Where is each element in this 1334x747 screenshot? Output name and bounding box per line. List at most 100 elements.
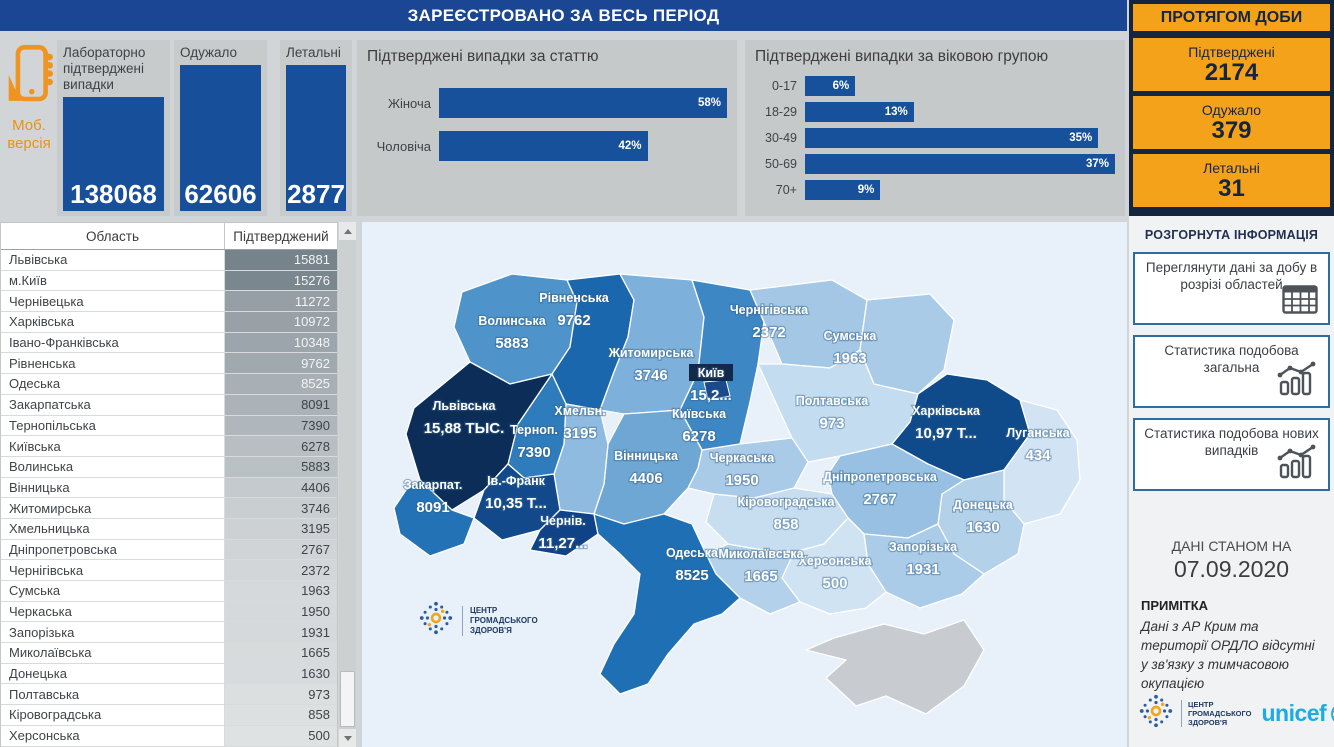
map-region[interactable]: Закарпат. xyxy=(393,479,475,557)
table-cell-region: Сумська xyxy=(1,581,225,601)
table-cell-value: 8525 xyxy=(225,374,337,394)
daily-deaths-value: 31 xyxy=(1218,174,1245,202)
table-cell-region: Херсонська xyxy=(1,725,225,746)
table-row[interactable]: Донецька 1630 xyxy=(1,663,337,685)
chart-icon xyxy=(1276,444,1318,484)
gender-row: Жіноча 58% xyxy=(367,88,727,118)
age-bar[interactable]: 6% xyxy=(805,76,856,96)
table-cell-region: Харківська xyxy=(1,312,225,332)
table-row[interactable]: Сумська 1963 xyxy=(1,581,337,602)
map-region-name: Полтавська xyxy=(796,394,870,408)
map-region-name: Львівська xyxy=(433,399,497,413)
age-label: 70+ xyxy=(775,183,797,197)
daily-deaths-label: Летальні xyxy=(1203,159,1260,176)
total-recovered-bar[interactable]: 62606 xyxy=(180,65,261,211)
total-deaths-value: 2877 xyxy=(287,179,345,209)
chart-icon xyxy=(1276,361,1318,401)
table-row[interactable]: Хмельницька 3195 xyxy=(1,518,337,540)
daily-statistics-new-cases-button[interactable]: Статистика подобова нових випадків xyxy=(1133,418,1330,491)
map-region-name: Вінницька xyxy=(614,449,679,463)
age-bar[interactable]: 13% xyxy=(805,102,914,122)
table-row[interactable]: Запорізька 1931 xyxy=(1,622,337,644)
table-row[interactable]: Закарпатська 8091 xyxy=(1,394,337,416)
daily-confirmed-label: Підтверджені xyxy=(1188,43,1275,60)
regions-table-body: Львівська 15881 м.Київ 15276 Чернівецька… xyxy=(1,250,337,747)
age-value: 9% xyxy=(857,184,875,196)
age-label: 30-49 xyxy=(765,131,797,145)
total-deaths-bar[interactable]: 2877 xyxy=(286,65,346,211)
daily-panel: ПРОТЯГОМ ДОБИ Підтверджені 2174 Одужало … xyxy=(1129,0,1334,216)
table-icon xyxy=(1282,285,1318,318)
table-row[interactable]: Київська 6278 xyxy=(1,436,337,457)
table-row[interactable]: Рівненська 9762 xyxy=(1,353,337,375)
gender-label: Чоловіча xyxy=(376,138,431,154)
unicef-logo: unicef xyxy=(1261,700,1334,727)
table-row[interactable]: Полтавська 973 xyxy=(1,684,337,706)
data-as-of-label: ДАНІ СТАНОМ НА xyxy=(1171,538,1292,554)
table-row[interactable]: Чернігівська 2372 xyxy=(1,560,337,581)
table-row[interactable]: Тернопільська 7390 xyxy=(1,415,337,437)
gender-bar[interactable]: 58% xyxy=(439,88,727,118)
age-value: 35% xyxy=(1069,132,1093,144)
age-bar[interactable]: 35% xyxy=(805,128,1099,148)
mobile-label-line1: Моб. xyxy=(12,117,46,134)
age-bar[interactable]: 37% xyxy=(805,154,1115,174)
table-cell-value: 4406 xyxy=(225,477,337,498)
table-cell-region: Полтавська xyxy=(1,684,225,705)
table-cell-value: 3746 xyxy=(225,498,337,518)
table-cell-region: м.Київ xyxy=(1,270,225,291)
gender-bar[interactable]: 42% xyxy=(439,131,648,161)
map-region[interactable]: Луганська xyxy=(1003,399,1081,525)
phc-logo-icon xyxy=(417,599,455,642)
age-row: 0-17 6% xyxy=(755,76,1115,96)
table-cell-region: Черкаська xyxy=(1,601,225,622)
age-chart-bars: 0-17 6% 18-29 13% 30-49 35% 50-69 37% 70… xyxy=(755,76,1115,200)
table-row[interactable]: Чернівецька 11272 xyxy=(1,291,337,313)
map-region-name: Чернігівська xyxy=(730,303,809,317)
table-cell-region: Закарпатська xyxy=(1,394,225,415)
map-region[interactable]: Одеська xyxy=(593,513,741,695)
table-row[interactable]: м.Київ 15276 xyxy=(1,270,337,292)
scrollbar-thumb[interactable] xyxy=(340,671,355,727)
table-row[interactable]: Харківська 10972 xyxy=(1,312,337,333)
mobile-phone-icon xyxy=(5,45,53,112)
ukraine-choropleth-map[interactable]: Волинська Рівненська Житомирська Київська Че… xyxy=(362,222,1127,747)
scroll-up-arrow-icon[interactable] xyxy=(339,222,356,240)
column-header-region[interactable]: Область xyxy=(1,223,225,249)
map-region-name: Волинська xyxy=(478,314,546,328)
table-row[interactable]: Житомирська 3746 xyxy=(1,498,337,519)
table-scrollbar[interactable] xyxy=(339,222,356,747)
table-row[interactable]: Черкаська 1950 xyxy=(1,601,337,623)
ukraine-map-panel: Волинська Рівненська Житомирська Київська Че… xyxy=(362,222,1127,747)
age-value: 13% xyxy=(884,106,908,118)
scroll-down-arrow-icon[interactable] xyxy=(339,729,356,747)
map-region-value: 8525 xyxy=(675,567,708,584)
daily-deaths-card: Летальні 31 xyxy=(1133,154,1330,207)
table-row[interactable]: Волинська 5883 xyxy=(1,456,337,478)
sidebar: РОЗГОРНУТА ІНФОРМАЦІЯ Переглянути дані з… xyxy=(1129,216,1334,747)
column-header-confirmed[interactable]: Підтверджений xyxy=(233,228,329,244)
mobile-label-line2: версія xyxy=(7,135,51,152)
map-region-value: 10,35 Т... xyxy=(485,495,547,512)
kyiv-label-box xyxy=(689,364,733,381)
table-row[interactable]: Дніпропетровська 2767 xyxy=(1,539,337,561)
table-row[interactable]: Миколаївська 1665 xyxy=(1,643,337,664)
table-row[interactable]: Херсонська 500 xyxy=(1,725,337,747)
table-cell-value: 1931 xyxy=(225,622,337,643)
age-value: 37% xyxy=(1085,158,1109,170)
page-title: ЗАРЕЄСТРОВАНО ЗА ВЕСЬ ПЕРІОД xyxy=(407,5,720,25)
age-bar[interactable]: 9% xyxy=(805,180,881,200)
map-region-value: 4406 xyxy=(629,470,662,487)
daily-statistics-total-button[interactable]: Статистика подобова загальна xyxy=(1133,335,1330,408)
total-confirmed-bar[interactable]: 138068 xyxy=(63,97,164,211)
note-text: Дані з АР Крим та території ОРДЛО відсут… xyxy=(1141,619,1315,691)
table-cell-region: Вінницька xyxy=(1,477,225,498)
table-row[interactable]: Одеська 8525 xyxy=(1,374,337,395)
table-row[interactable]: Львівська 15881 xyxy=(1,250,337,271)
table-row[interactable]: Кіровоградська 858 xyxy=(1,705,337,726)
table-row[interactable]: Вінницька 4406 xyxy=(1,477,337,499)
view-daily-by-region-button[interactable]: Переглянути дані за добу в розрізі облас… xyxy=(1133,252,1330,325)
table-row[interactable]: Івано-Франківська 10348 xyxy=(1,332,337,354)
mobile-version-link[interactable]: Моб. версія xyxy=(4,42,54,202)
table-cell-value: 973 xyxy=(225,684,337,705)
